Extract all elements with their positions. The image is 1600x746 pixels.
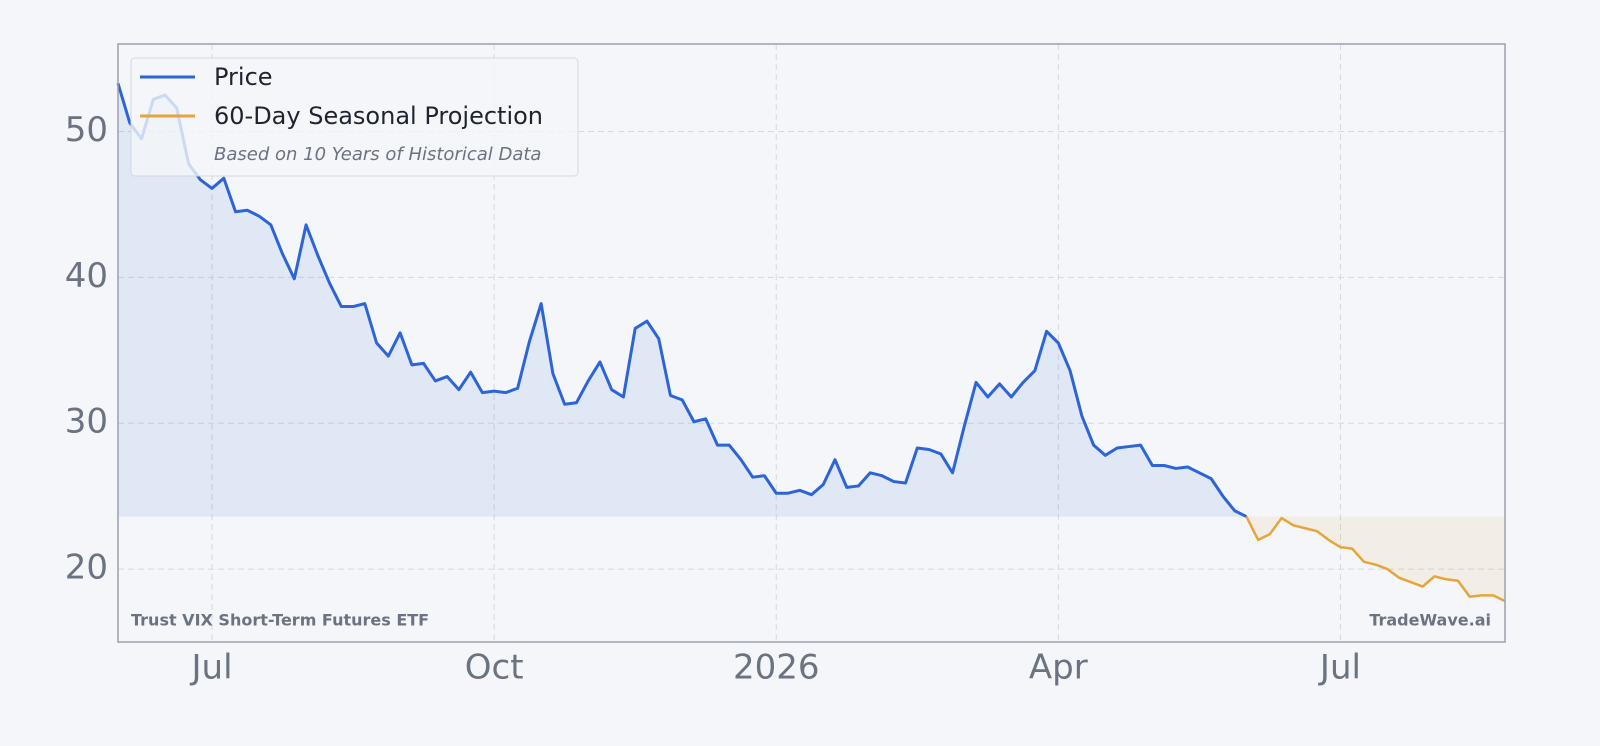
x-tick-label: Oct [465,648,524,688]
x-tick-label: 2026 [733,648,820,688]
x-tick-label: Jul [190,648,233,688]
y-tick-label: 40 [65,256,108,296]
source-label: Trust VIX Short-Term Futures ETF [131,611,429,630]
y-tick-label: 20 [65,548,108,588]
legend-label: 60-Day Seasonal Projection [214,102,543,130]
plot-frame [117,43,1506,643]
x-tick-label: Jul [1318,648,1361,688]
x-tick-label: Apr [1029,648,1088,688]
y-tick-label: 50 [65,110,108,150]
area-fill [1246,516,1505,602]
area-fill [118,83,1247,517]
legend: Price 60-Day Seasonal Projection Based o… [130,57,579,177]
legend-label: Price [214,63,273,91]
plot-area: 20 30 40 50 Jul Oct 2026 Apr Jul [65,44,1506,688]
legend-note: Based on 10 Years of Historical Data [214,144,541,165]
y-tick-label: 30 [65,402,108,442]
series-line [1245,516,1506,603]
watermark: TradeWave.ai [1369,611,1491,630]
series-line [116,82,1248,518]
legend-box [130,57,579,177]
